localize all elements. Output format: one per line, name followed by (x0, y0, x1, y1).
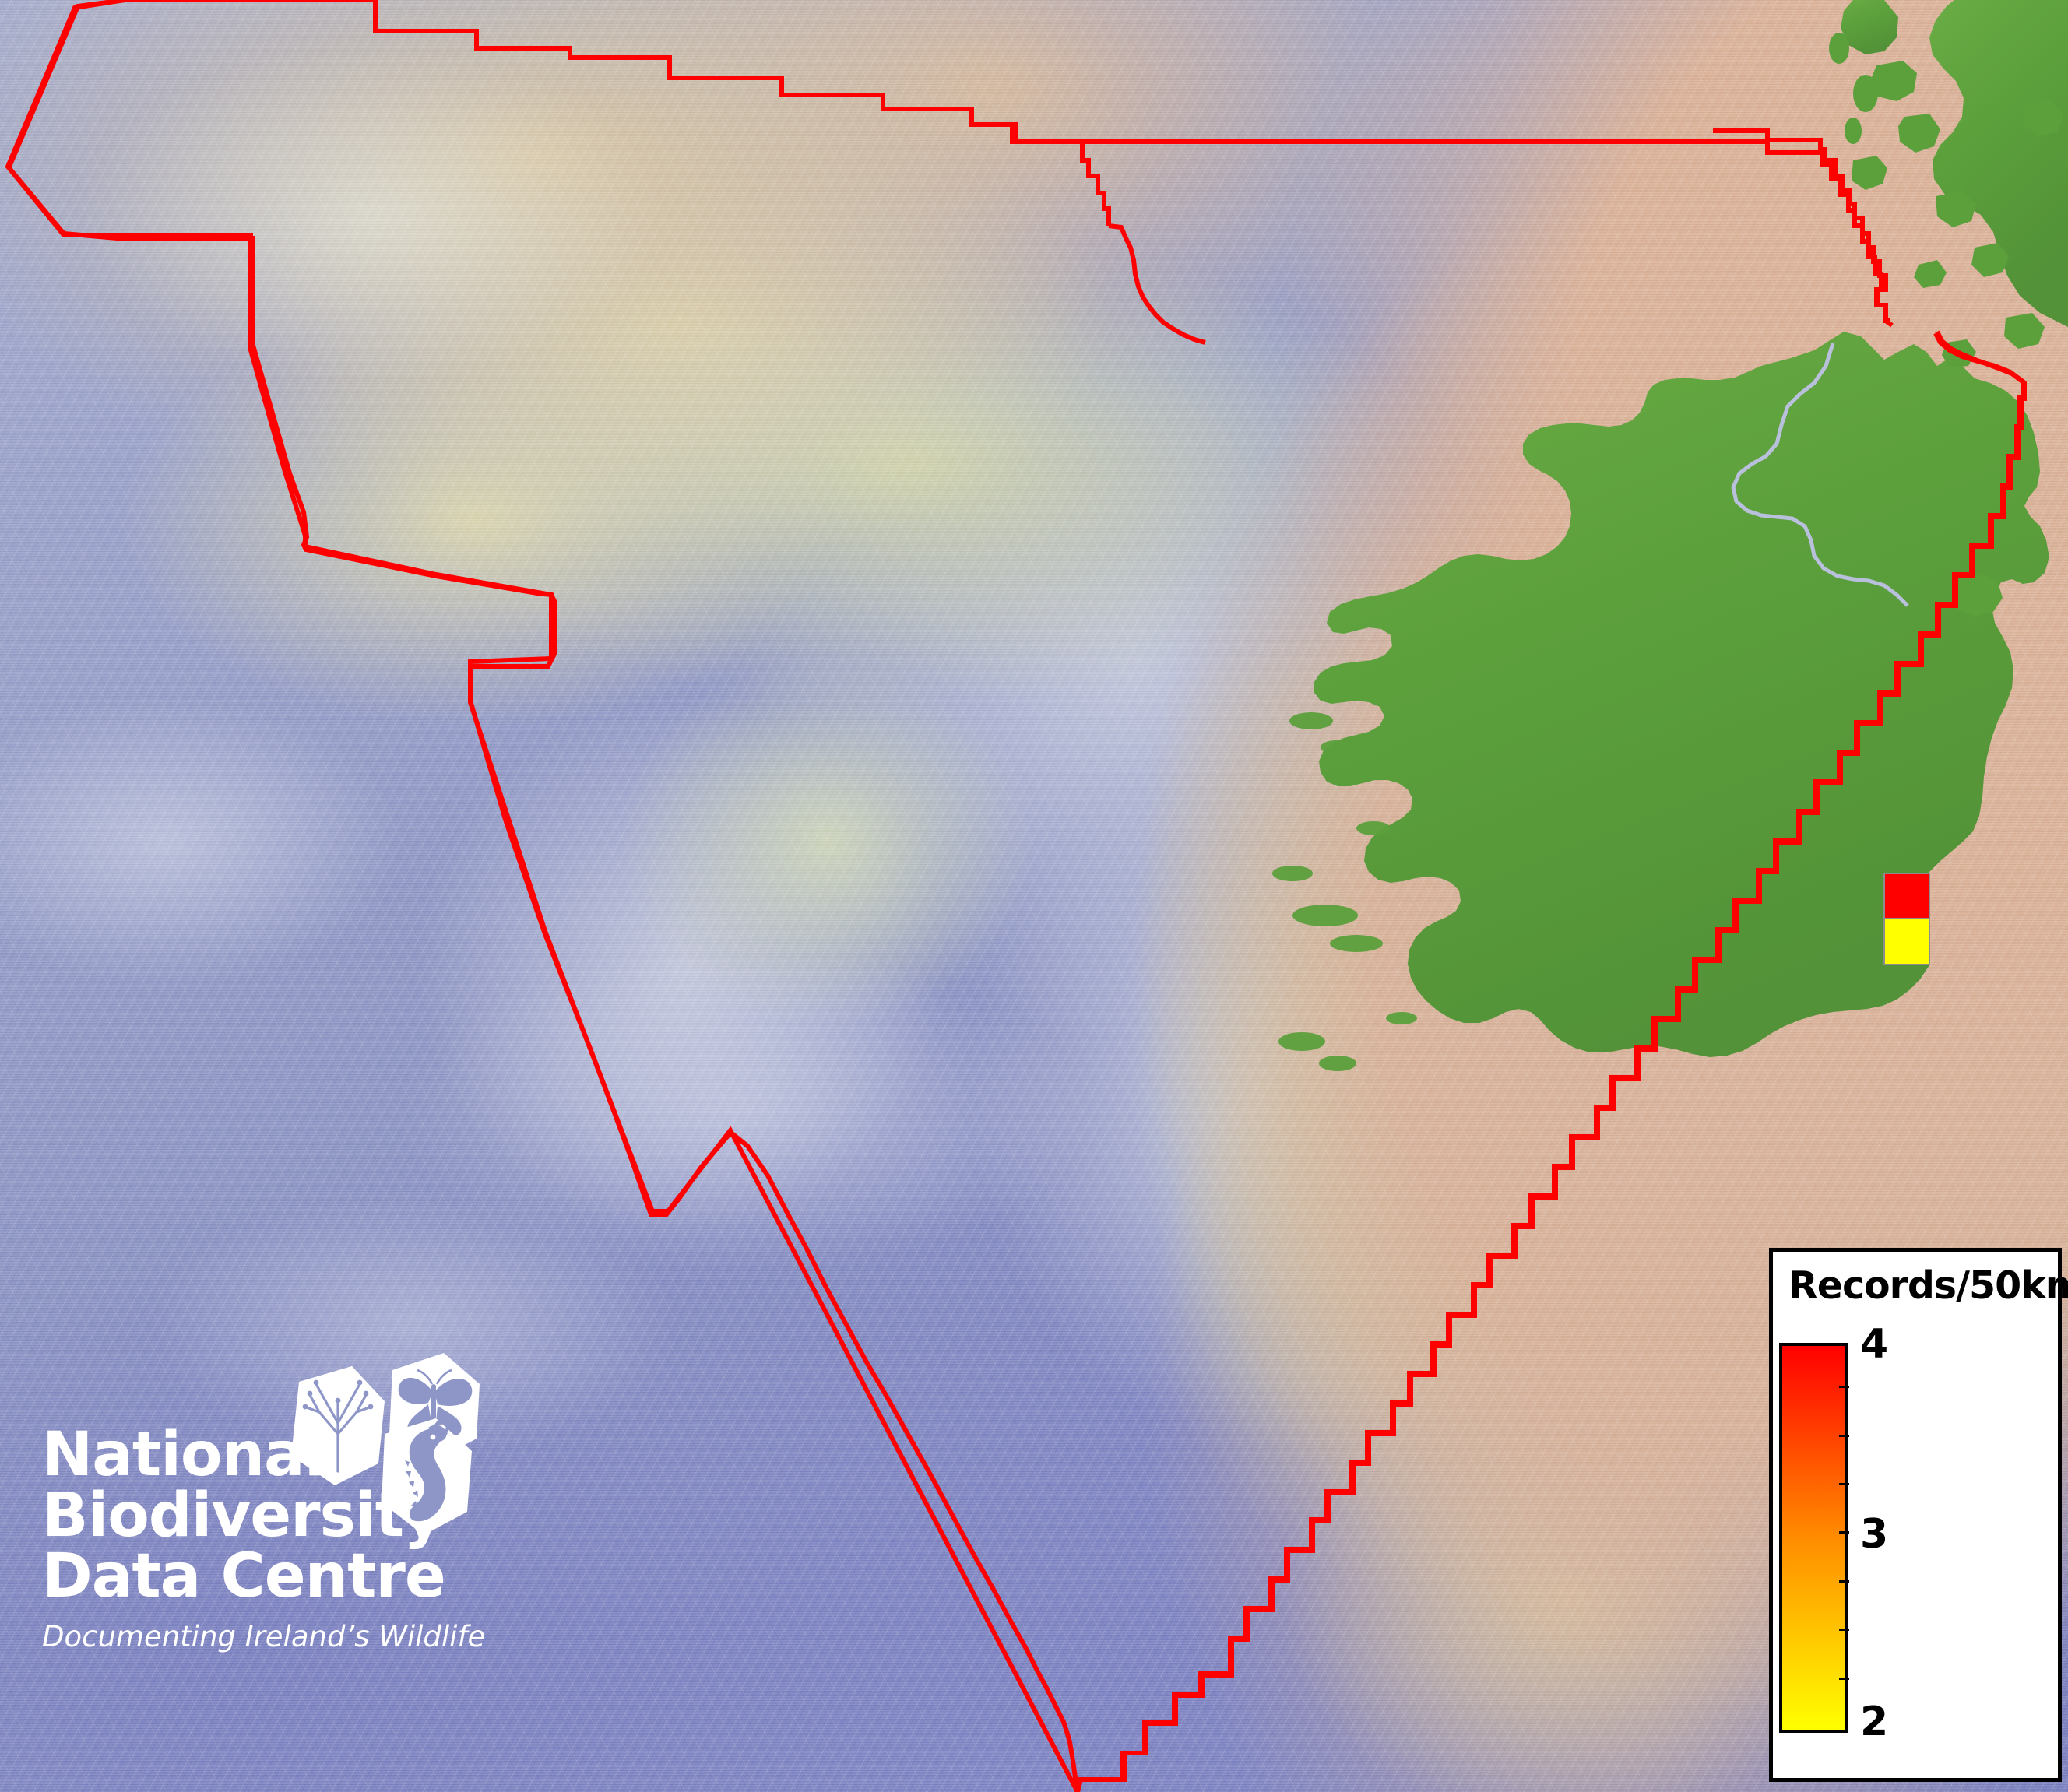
legend-title: Records/50km (1788, 1263, 2068, 1308)
colorbar-tick (1839, 1629, 1849, 1631)
legend-label-bottom: 2 (1860, 1699, 1889, 1745)
colorbar-wrap (1779, 1343, 1849, 1733)
west-coast-islands (1272, 712, 1417, 1071)
colorbar-tick (1839, 1435, 1849, 1437)
record-density-cells[interactable] (1883, 873, 1930, 965)
record-cell-2[interactable] (1883, 918, 1930, 965)
colorbar-tick (1839, 1531, 1849, 1534)
colorbar (1779, 1343, 1848, 1733)
seahorse-icon (382, 1418, 472, 1535)
logo-line-1: National (42, 1420, 325, 1490)
land-scotland (1829, 0, 2068, 367)
legend-panel: Records/50km 4 3 2 (1769, 1248, 2068, 1782)
colorbar-tick (1839, 1386, 1849, 1388)
colorbar-ticks (1835, 1343, 1849, 1733)
legend-label-top: 4 (1860, 1321, 1889, 1368)
nbdc-logo: National Biodiversity Data Centre Docume… (42, 1353, 727, 1775)
plant-icon (291, 1366, 385, 1485)
logo-tagline: Documenting Ireland’s Wildlife (42, 1620, 486, 1653)
colorbar-tick (1839, 1580, 1849, 1583)
logo-line-2: Biodiversity (42, 1481, 443, 1551)
logo-wordmark: National Biodiversity Data Centre Docume… (42, 1425, 509, 1655)
maritime-boundary-outline (5, 0, 2027, 1792)
colorbar-tick (1839, 1483, 1849, 1485)
land-ireland (1272, 332, 2049, 1071)
colorbar-tick (1839, 1678, 1849, 1680)
record-cell-4[interactable] (1883, 873, 1930, 919)
logo-line-3: Data Centre (42, 1541, 446, 1611)
logo-hex-marks (291, 1353, 480, 1535)
legend-label-mid: 3 (1860, 1511, 1889, 1558)
